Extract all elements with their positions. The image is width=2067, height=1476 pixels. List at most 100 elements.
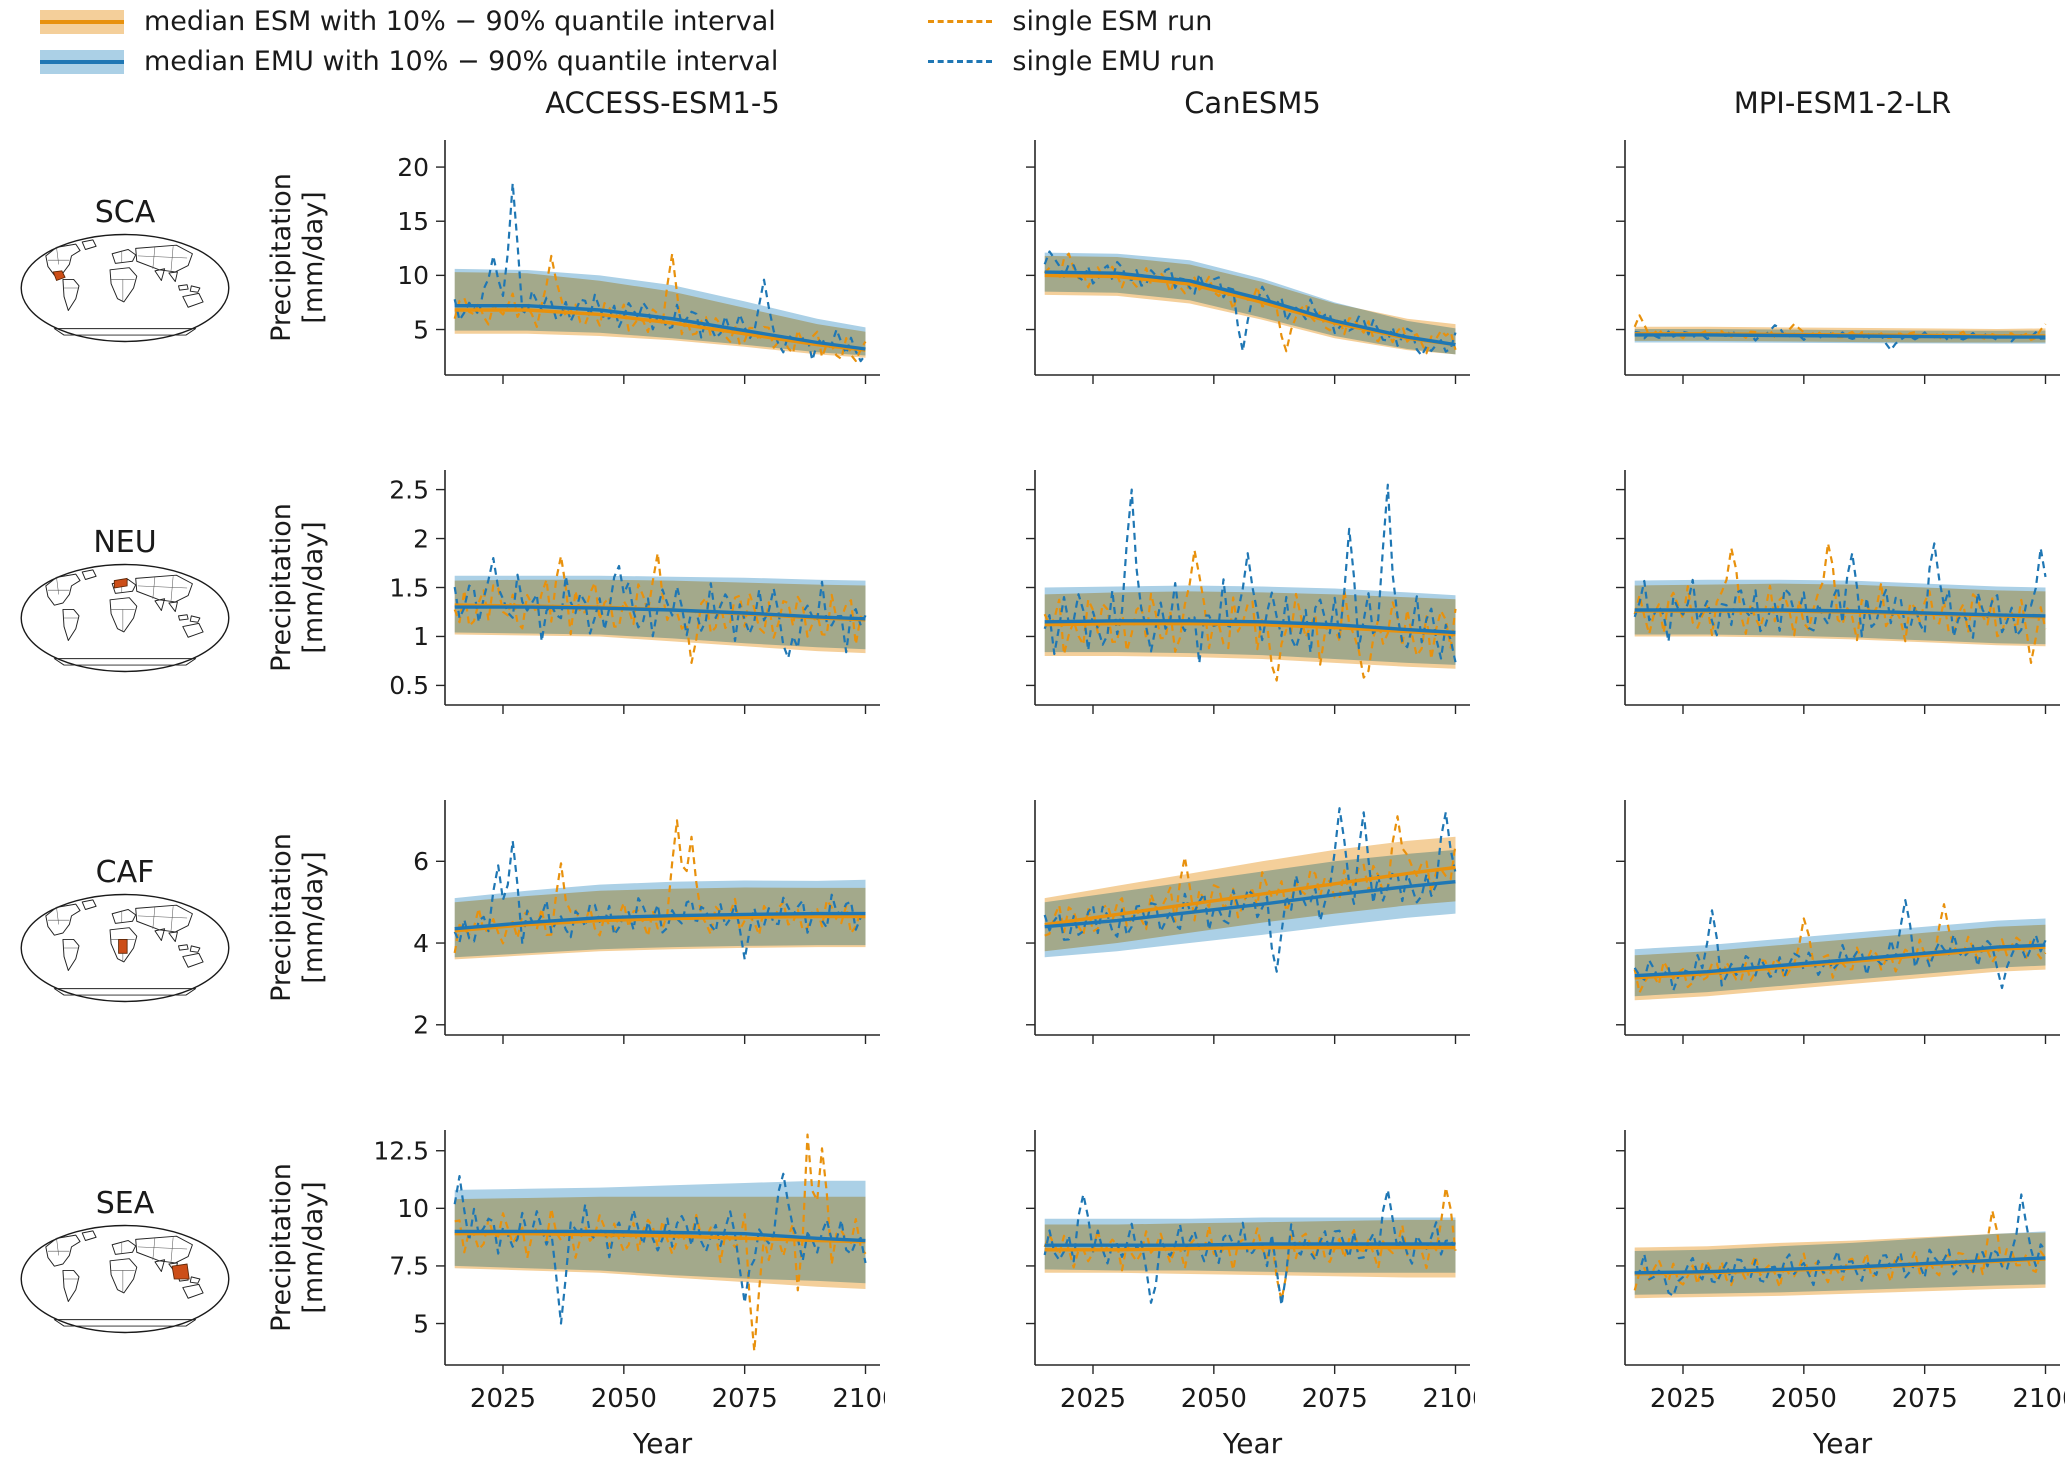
emu-median-line: [1634, 1256, 2046, 1275]
single-esm-run-line: [1043, 1186, 1457, 1302]
single-emu-run-line: [1633, 898, 2047, 992]
world-map-svg-CAF: [20, 893, 230, 1003]
y-tick-label: 1.5: [389, 573, 429, 602]
map-region-gridline: [56, 577, 59, 595]
map-continent-outline: [109, 597, 138, 633]
quantile-bands: [1634, 1231, 2046, 1299]
y-axis-label: Precipitation[mm/day]: [266, 173, 329, 342]
map-continent-outline: [111, 248, 137, 264]
map-continent-outline: [178, 284, 189, 291]
column-titles: ACCESS-ESM1-5 CanESM5 MPI-ESM1-2-LR: [250, 86, 2065, 122]
map-region-gridline: [137, 585, 188, 589]
chart-svg-SCA-ACCESS-ESM1-5: 5 10 15 20 Precipitation[mm/day]: [266, 140, 880, 384]
single-esm-run-line: [1043, 549, 1457, 682]
map-continent-outline: [182, 292, 204, 308]
esm-median-line: [454, 308, 866, 352]
map-continent-outline: [81, 1229, 97, 1241]
map-region-gridline: [56, 247, 59, 265]
single-emu-run-line: [1043, 483, 1457, 665]
single-esm-run-line: [1633, 903, 2047, 994]
map-highlight-SCA: [52, 270, 66, 282]
map-region-gridline: [152, 1236, 156, 1260]
map-continent-outline: [135, 244, 193, 273]
esm-median-line: [1634, 945, 2046, 980]
map-continent-outline: [45, 1234, 81, 1267]
map-continent-outline: [53, 988, 197, 996]
y-tick-label: 5: [413, 315, 429, 344]
map-globe-outline: [20, 1224, 230, 1333]
map-continent-outline: [109, 267, 138, 303]
world-map-sea: [18, 1223, 232, 1335]
map-continent-outline: [45, 903, 81, 936]
axes: [1034, 140, 1470, 376]
chart-svg-SEA-ACCESS-ESM1-5: 5 7.5 10 12.5 2025 2050 2075 2100 Year Precipitat…: [266, 1130, 885, 1460]
chart-caf-mpi-esm1-2-lr: [1475, 782, 2065, 1080]
map-continent-outline: [154, 928, 166, 941]
y-tick-label: 4: [413, 929, 429, 958]
map-continent-outline: [53, 658, 197, 666]
map-region-gridline: [152, 906, 156, 929]
chart-svg-SCA-CanESM5: [1026, 140, 1470, 384]
chart-neu-access-esm1-5: 0.5 1 1.5 2 2.5 Precipitation[mm/day]: [250, 452, 885, 750]
map-continent-outline: [62, 938, 80, 971]
x-tick-label: 2075: [1892, 1384, 1958, 1414]
emu-median-line: [1634, 943, 2046, 978]
map-continent-outline: [182, 1283, 204, 1299]
world-map-caf: [18, 892, 232, 1004]
x-tick-label: 2075: [712, 1384, 778, 1414]
legend-label-median-esm: median ESM with 10% − 90% quantile inter…: [144, 6, 776, 37]
x-axis-label: Year: [632, 1427, 693, 1460]
chart-sca-access-esm1-5: 5 10 15 20 Precipitation[mm/day]: [250, 122, 885, 420]
map-highlight-SEA: [171, 1263, 190, 1279]
y-tick-label: 2: [413, 524, 429, 553]
single-emu-run-line: [1043, 250, 1457, 357]
map-region-gridline: [56, 907, 59, 925]
axes: [1034, 1130, 1470, 1366]
legend-item-single-emu: single EMU run: [928, 46, 1215, 77]
emu-median-line: [1634, 333, 2046, 339]
esm-band-swatch-icon: [40, 9, 124, 34]
chart-sea-access-esm1-5: 5 7.5 10 12.5 2025 2050 2075 2100 Year Precipitat…: [250, 1112, 885, 1475]
x-tick-label: 2100: [2012, 1384, 2065, 1414]
map-region-gridline: [137, 915, 188, 919]
map-continent-outline: [189, 1275, 201, 1284]
axes: [444, 140, 880, 376]
map-continent-outline: [168, 931, 178, 943]
x-tick-label: 2050: [1771, 1384, 1837, 1414]
map-continent-outline: [45, 573, 81, 606]
single-emu-run-line: [1634, 1193, 2047, 1297]
emu-median-line: [1044, 1242, 1456, 1247]
map-continent-outline: [168, 601, 178, 613]
emu-median-line: [1044, 880, 1456, 929]
x-tick-label: 2050: [591, 1384, 657, 1414]
y-tick-label: 2.5: [389, 475, 429, 504]
map-continent-outline: [182, 952, 204, 968]
single-emu-run-line: [453, 556, 867, 660]
map-continent-outline: [135, 574, 193, 603]
world-map-svg-NEU: [20, 563, 230, 673]
single-esm-run-line: [1633, 542, 2047, 664]
region-row-neu: NEU 0.5 1 1.5 2 2.5 Precipitation[mm/day]: [0, 452, 2065, 750]
map-region-gridline: [137, 255, 188, 259]
legend-label-median-emu: median EMU with 10% − 90% quantile inter…: [144, 46, 779, 77]
map-continent-outline: [81, 899, 97, 910]
x-axis-label: Year: [1222, 1427, 1283, 1460]
world-map-neu: [18, 562, 232, 674]
map-region-gridline: [152, 246, 156, 269]
chart-svg-SCA-MPI-ESM1-2-LR: [1616, 140, 2060, 384]
y-tick-label: 20: [397, 153, 429, 182]
map-continent-outline: [168, 271, 178, 283]
map-continent-outline: [53, 328, 197, 336]
emu-median-line: [1044, 619, 1456, 635]
emu-band: [1044, 849, 1456, 958]
x-tick-label: 2100: [832, 1384, 885, 1414]
map-region-gridline: [170, 906, 174, 931]
x-tick-label: 2025: [1650, 1384, 1716, 1414]
region-label-caf: CAF: [95, 855, 155, 890]
map-continent-outline: [154, 1258, 166, 1272]
y-tick-label: 7.5: [389, 1252, 429, 1281]
legend-item-median-emu: median EMU with 10% − 90% quantile inter…: [40, 46, 778, 77]
chart-svg-SEA-MPI-ESM1-2-LR: 2025 2050 2075 2100 Year: [1616, 1130, 2065, 1460]
region-map-cell-neu: NEU: [0, 452, 250, 750]
map-continent-outline: [154, 598, 166, 611]
